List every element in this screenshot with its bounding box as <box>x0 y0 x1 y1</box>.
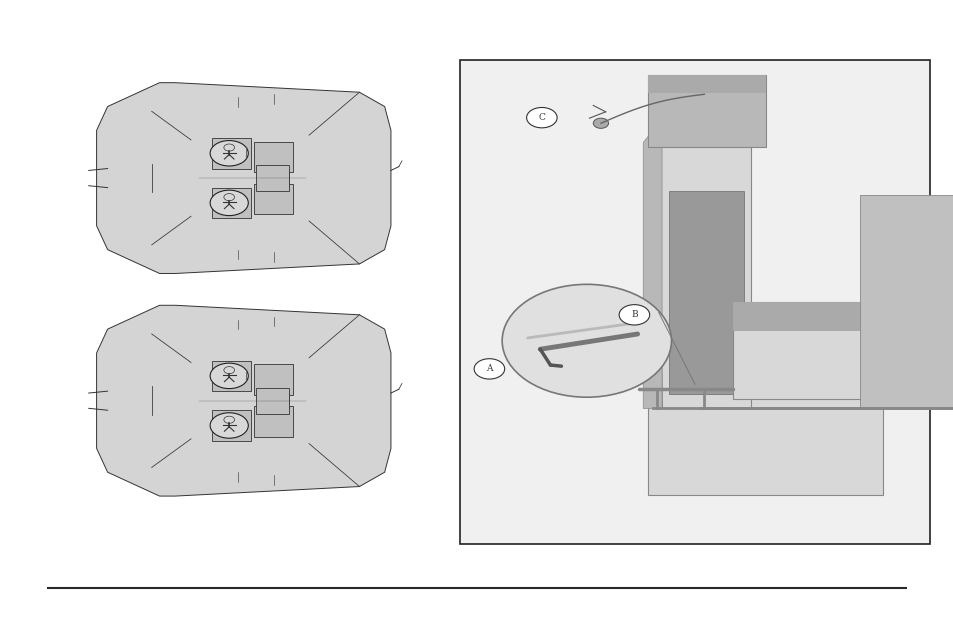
Bar <box>253 406 294 437</box>
Bar <box>253 364 294 395</box>
Text: B: B <box>631 310 637 319</box>
Circle shape <box>618 305 649 325</box>
Bar <box>732 302 892 399</box>
Bar <box>732 302 892 331</box>
Bar <box>253 184 294 214</box>
Circle shape <box>593 118 608 128</box>
Bar <box>212 410 251 441</box>
Text: C: C <box>537 113 545 122</box>
Circle shape <box>474 359 504 379</box>
Bar <box>668 191 743 394</box>
Bar <box>257 393 289 408</box>
Circle shape <box>210 190 248 216</box>
Text: A: A <box>486 364 492 373</box>
Bar <box>459 60 929 544</box>
Bar <box>253 142 294 172</box>
Circle shape <box>224 416 234 424</box>
Bar <box>255 388 289 414</box>
Circle shape <box>224 366 234 374</box>
Bar <box>647 75 764 93</box>
Polygon shape <box>642 118 661 408</box>
Bar <box>212 188 251 218</box>
Polygon shape <box>96 305 391 496</box>
Polygon shape <box>647 375 882 399</box>
Polygon shape <box>96 83 391 273</box>
Circle shape <box>210 363 248 389</box>
Bar <box>255 165 289 191</box>
Circle shape <box>210 141 248 166</box>
Bar <box>212 138 251 169</box>
Circle shape <box>224 144 234 151</box>
Polygon shape <box>657 118 751 408</box>
Circle shape <box>224 193 234 201</box>
Circle shape <box>501 284 671 398</box>
Bar <box>647 75 764 148</box>
Bar <box>257 170 289 186</box>
Bar <box>212 361 251 391</box>
Circle shape <box>526 107 557 128</box>
Bar <box>859 195 953 408</box>
Circle shape <box>210 413 248 438</box>
Polygon shape <box>647 375 882 495</box>
